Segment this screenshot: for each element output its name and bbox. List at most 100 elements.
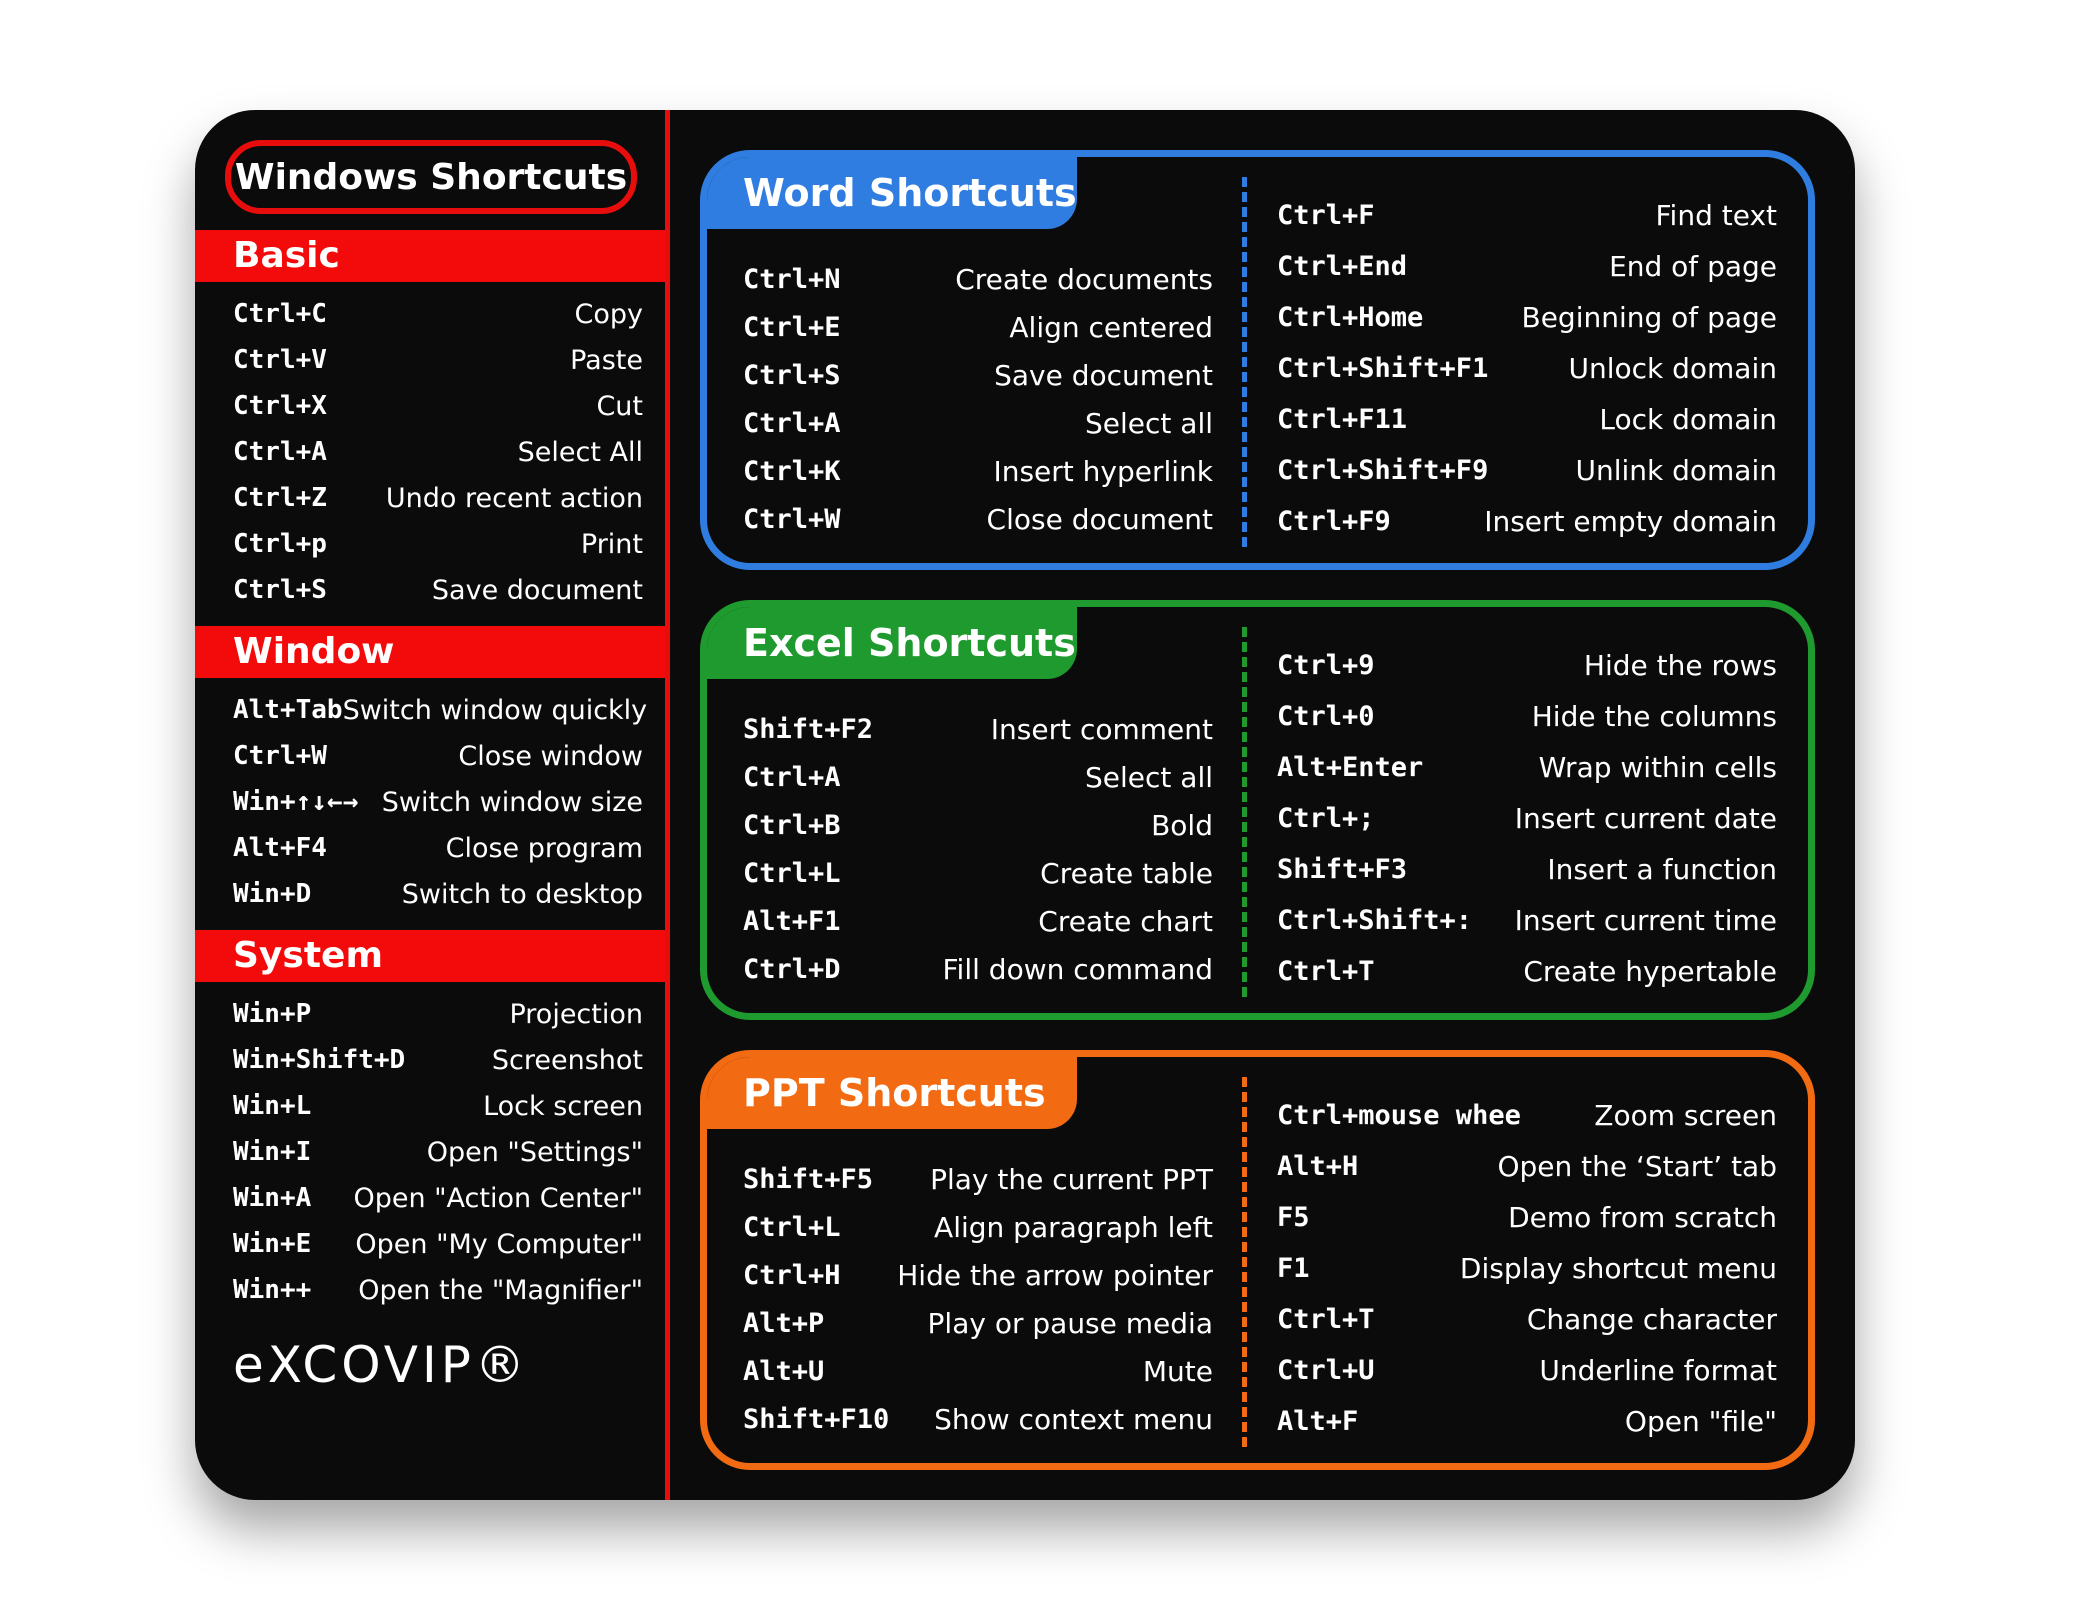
shortcut-description: Screenshot bbox=[491, 1044, 643, 1076]
brand: eXCOVIP® bbox=[233, 1336, 529, 1394]
shortcut-row: Ctrl+H Hide the arrow pointer bbox=[743, 1253, 1213, 1297]
shortcut-description: Hide the rows bbox=[1583, 648, 1777, 682]
shortcut-description: Close document bbox=[986, 502, 1213, 536]
shortcut-row: Ctrl+C Copy bbox=[233, 292, 643, 336]
shortcut-row: Ctrl+Shift+: Insert current time bbox=[1277, 898, 1777, 942]
shortcut-description: Insert a function bbox=[1547, 852, 1777, 886]
shortcut-description: Fill down command bbox=[942, 952, 1213, 986]
shortcut-description: Lock screen bbox=[483, 1090, 643, 1122]
shortcut-row: Ctrl+A Select All bbox=[233, 430, 643, 474]
shortcut-key: Ctrl+9 bbox=[1277, 649, 1375, 681]
shortcut-description: Insert comment bbox=[990, 712, 1213, 746]
shortcut-description: Insert current date bbox=[1514, 801, 1777, 835]
shortcut-row: Alt+U Mute bbox=[743, 1349, 1213, 1393]
shortcut-key: Ctrl+Home bbox=[1277, 301, 1424, 333]
shortcut-row: Win+L Lock screen bbox=[233, 1084, 643, 1128]
shortcut-description: Close program bbox=[445, 832, 643, 864]
shortcut-key: Ctrl+Z bbox=[233, 483, 327, 513]
shortcut-description: Print bbox=[580, 528, 643, 560]
shortcut-key: Win+P bbox=[233, 999, 312, 1029]
shortcut-key: Ctrl+F9 bbox=[1277, 505, 1391, 537]
shortcut-row: Ctrl+U Underline format bbox=[1277, 1348, 1777, 1392]
shortcut-description: Align centered bbox=[1009, 310, 1213, 344]
shortcut-description: Copy bbox=[574, 298, 644, 330]
shortcut-panel: PPT Shortcuts Shift+F5 Play the current PP… bbox=[700, 1050, 1815, 1470]
shortcut-key: Ctrl+B bbox=[743, 809, 841, 841]
shortcut-key: Ctrl+T bbox=[1277, 1303, 1375, 1335]
shortcut-key: Ctrl+Shift+F9 bbox=[1277, 454, 1489, 486]
shortcut-key: Ctrl+U bbox=[1277, 1354, 1375, 1386]
shortcut-key: Ctrl+Shift+F1 bbox=[1277, 352, 1489, 384]
section-header: System bbox=[195, 930, 665, 982]
shortcut-row: Alt+H Open the ‘Start’ tab bbox=[1277, 1144, 1777, 1188]
shortcut-description: Create hypertable bbox=[1523, 954, 1777, 988]
shortcut-description: Mute bbox=[1142, 1354, 1213, 1388]
shortcut-row: Win+D Switch to desktop bbox=[233, 872, 643, 916]
shortcut-description: Underline format bbox=[1539, 1353, 1777, 1387]
shortcut-description: Open "Settings" bbox=[426, 1136, 643, 1168]
panel-divider bbox=[1242, 177, 1247, 547]
shortcut-description: Open "My Computer" bbox=[355, 1228, 643, 1260]
shortcut-row: Ctrl+W Close document bbox=[743, 497, 1213, 541]
shortcut-panel: Word Shortcuts Ctrl+N Create documents Ctrl… bbox=[700, 150, 1815, 570]
shortcut-key: Ctrl+W bbox=[743, 503, 841, 535]
shortcut-description: Select all bbox=[1085, 760, 1213, 794]
shortcut-key: Alt+Enter bbox=[1277, 751, 1424, 783]
shortcut-row: Ctrl+F Find text bbox=[1277, 193, 1777, 237]
shortcut-row: Ctrl+F9 Insert empty domain bbox=[1277, 499, 1777, 543]
shortcut-description: Projection bbox=[509, 998, 643, 1030]
shortcut-key: Alt+F bbox=[1277, 1405, 1359, 1437]
shortcut-description: Open the ‘Start’ tab bbox=[1497, 1149, 1777, 1183]
shortcut-key: Ctrl+X bbox=[233, 391, 327, 421]
shortcut-row: Win++ Open the "Magnifier" bbox=[233, 1268, 643, 1312]
shortcut-key: Ctrl+p bbox=[233, 529, 327, 559]
shortcut-row: Shift+F5 Play the current PPT bbox=[743, 1157, 1213, 1201]
shortcut-key: Ctrl+D bbox=[743, 953, 841, 985]
shortcut-description: Bold bbox=[1151, 808, 1213, 842]
divider bbox=[665, 110, 670, 1500]
shortcut-description: Align paragraph left bbox=[934, 1210, 1213, 1244]
shortcut-key: Ctrl+F bbox=[1277, 199, 1375, 231]
shortcut-description: Insert hyperlink bbox=[993, 454, 1213, 488]
shortcut-description: Display shortcut menu bbox=[1459, 1251, 1777, 1285]
section-header: Basic bbox=[195, 230, 665, 282]
shortcut-key: Win+I bbox=[233, 1137, 312, 1167]
shortcut-key: Ctrl+E bbox=[743, 311, 841, 343]
shortcut-row: Ctrl+W Close window bbox=[233, 734, 643, 778]
shortcut-description: Insert current time bbox=[1514, 903, 1777, 937]
shortcut-description: Select all bbox=[1085, 406, 1213, 440]
shortcut-row: Ctrl+D Fill down command bbox=[743, 947, 1213, 991]
shortcut-description: Demo from scratch bbox=[1508, 1200, 1777, 1234]
panel-title: Word Shortcuts bbox=[707, 157, 1077, 229]
shortcut-key: Ctrl+V bbox=[233, 345, 327, 375]
shortcut-row: Ctrl+Home Beginning of page bbox=[1277, 295, 1777, 339]
shortcut-description: Save document bbox=[994, 358, 1213, 392]
shortcut-row: Ctrl+X Cut bbox=[233, 384, 643, 428]
shortcut-key: Alt+P bbox=[743, 1307, 825, 1339]
shortcut-row: Alt+F1 Create chart bbox=[743, 899, 1213, 943]
shortcut-key: Ctrl+C bbox=[233, 299, 327, 329]
shortcut-key: Ctrl+K bbox=[743, 455, 841, 487]
shortcut-key: Ctrl+F11 bbox=[1277, 403, 1408, 435]
shortcut-row: F1 Display shortcut menu bbox=[1277, 1246, 1777, 1290]
shortcut-row: Ctrl+9 Hide the rows bbox=[1277, 643, 1777, 687]
shortcut-row: Win+I Open "Settings" bbox=[233, 1130, 643, 1174]
shortcut-description: Paste bbox=[570, 344, 643, 376]
shortcut-key: Win+D bbox=[233, 879, 312, 909]
shortcut-description: Wrap within cells bbox=[1538, 750, 1777, 784]
shortcut-panel: Excel Shortcuts Shift+F2 Insert comment Ctr… bbox=[700, 600, 1815, 1020]
shortcut-key: Win+↑↓←→ bbox=[233, 787, 359, 817]
shortcut-description: Play or pause media bbox=[927, 1306, 1213, 1340]
shortcut-key: Win++ bbox=[233, 1275, 312, 1305]
shortcut-key: Shift+F3 bbox=[1277, 853, 1408, 885]
shortcut-description: Beginning of page bbox=[1521, 300, 1778, 334]
shortcut-row: Shift+F10 Show context menu bbox=[743, 1397, 1213, 1441]
shortcut-key: Ctrl+L bbox=[743, 857, 841, 889]
shortcut-row: Ctrl+T Change character bbox=[1277, 1297, 1777, 1341]
shortcut-row: Ctrl+Shift+F9 Unlink domain bbox=[1277, 448, 1777, 492]
shortcut-description: Select All bbox=[517, 436, 643, 468]
shortcut-key: Ctrl+; bbox=[1277, 802, 1375, 834]
shortcut-row: Ctrl+S Save document bbox=[743, 353, 1213, 397]
shortcut-row: Alt+F Open "file" bbox=[1277, 1399, 1777, 1443]
